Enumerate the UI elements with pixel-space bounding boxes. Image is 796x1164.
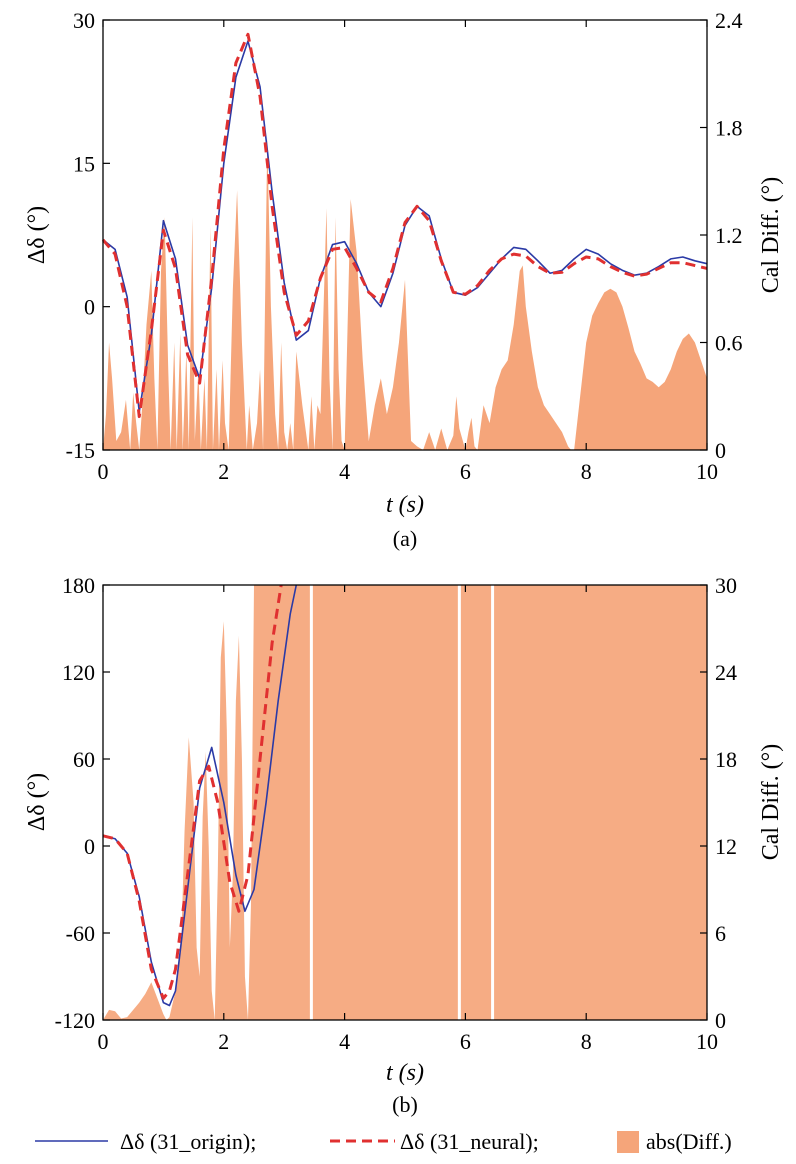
y-tick-label-left-b: -120: [55, 1008, 95, 1033]
y-tick-label-left-a: -15: [66, 438, 95, 463]
neural-line-b: [102, 584, 283, 1000]
y-tick-label-left-a: 0: [84, 295, 95, 320]
y-tick-label-left-a: 30: [73, 8, 95, 33]
diff-area-a: [103, 136, 707, 450]
x-tick-label-a: 0: [98, 459, 109, 484]
x-tick-label-b: 10: [696, 1029, 718, 1054]
y-tick-label-left-b: 180: [62, 573, 95, 598]
y-tick-label-right-a: 0: [715, 438, 726, 463]
y-tick-label-left-b: 0: [84, 834, 95, 859]
x-label-a: t (s): [386, 492, 424, 518]
y-label-right-b: Cal Diff. (°): [758, 744, 784, 860]
legend-diff-swatch: [617, 1131, 639, 1153]
x-tick-label-a: 10: [696, 459, 718, 484]
panel-label-a: (a): [393, 526, 417, 551]
panel-label-b: (b): [392, 1092, 418, 1117]
y-tick-label-right-b: 18: [715, 747, 737, 772]
x-tick-label-a: 2: [218, 459, 229, 484]
x-tick-label-a: 8: [581, 459, 592, 484]
x-label-b: t (s): [386, 1060, 424, 1086]
y-label-left-a: Δδ (°): [24, 206, 50, 264]
y-tick-label-right-b: 30: [715, 573, 737, 598]
y-tick-label-right-b: 12: [715, 834, 737, 859]
neural-line-a: [101, 32, 708, 419]
legend-neural-label: Δδ (31_neural);: [400, 1129, 539, 1154]
legend-origin-label: Δδ (31_origin);: [120, 1129, 256, 1154]
y-tick-label-left-b: -60: [66, 921, 95, 946]
diff-gap-b-0: [309, 585, 313, 1020]
y-tick-label-right-a: 2.4: [715, 8, 743, 33]
y-label-left-b: Δδ (°): [24, 773, 50, 831]
delta-lines-b: [102, 584, 298, 1007]
origin-line-b: [102, 584, 298, 1007]
diff-area-b: [103, 585, 707, 1020]
plot-frame-b: [102, 584, 708, 1021]
y-tick-label-right-a: 1.8: [715, 116, 743, 141]
x-tick-label-b: 6: [460, 1029, 471, 1054]
legend: Δδ (31_origin); Δδ (31_neural); abs(Diff…: [35, 1129, 732, 1154]
legend-diff-label: abs(Diff.): [646, 1129, 732, 1154]
y-tick-label-right-b: 24: [715, 660, 737, 685]
diff-gap-b-2: [491, 585, 495, 1020]
delta-lines-a: [101, 32, 708, 419]
y-tick-label-right-a: 0.6: [715, 331, 743, 356]
y-tick-label-right-b: 0: [715, 1008, 726, 1033]
x-tick-label-a: 4: [339, 459, 350, 484]
diff-gap-b-1: [457, 585, 461, 1020]
diff-area-a: [103, 136, 707, 450]
y-tick-label-left-b: 120: [62, 660, 95, 685]
y-tick-label-left-b: 60: [73, 747, 95, 772]
y-label-right-a: Cal Diff. (°): [758, 177, 784, 293]
x-tick-label-b: 8: [581, 1029, 592, 1054]
x-tick-label-b: 4: [339, 1029, 350, 1054]
x-tick-label-a: 6: [460, 459, 471, 484]
y-tick-label-right-b: 6: [715, 921, 726, 946]
y-tick-label-left-a: 15: [73, 151, 95, 176]
x-tick-label-b: 0: [98, 1029, 109, 1054]
diff-area-b: [103, 585, 707, 1020]
y-tick-label-right-a: 1.2: [715, 223, 743, 248]
x-tick-label-b: 2: [218, 1029, 229, 1054]
